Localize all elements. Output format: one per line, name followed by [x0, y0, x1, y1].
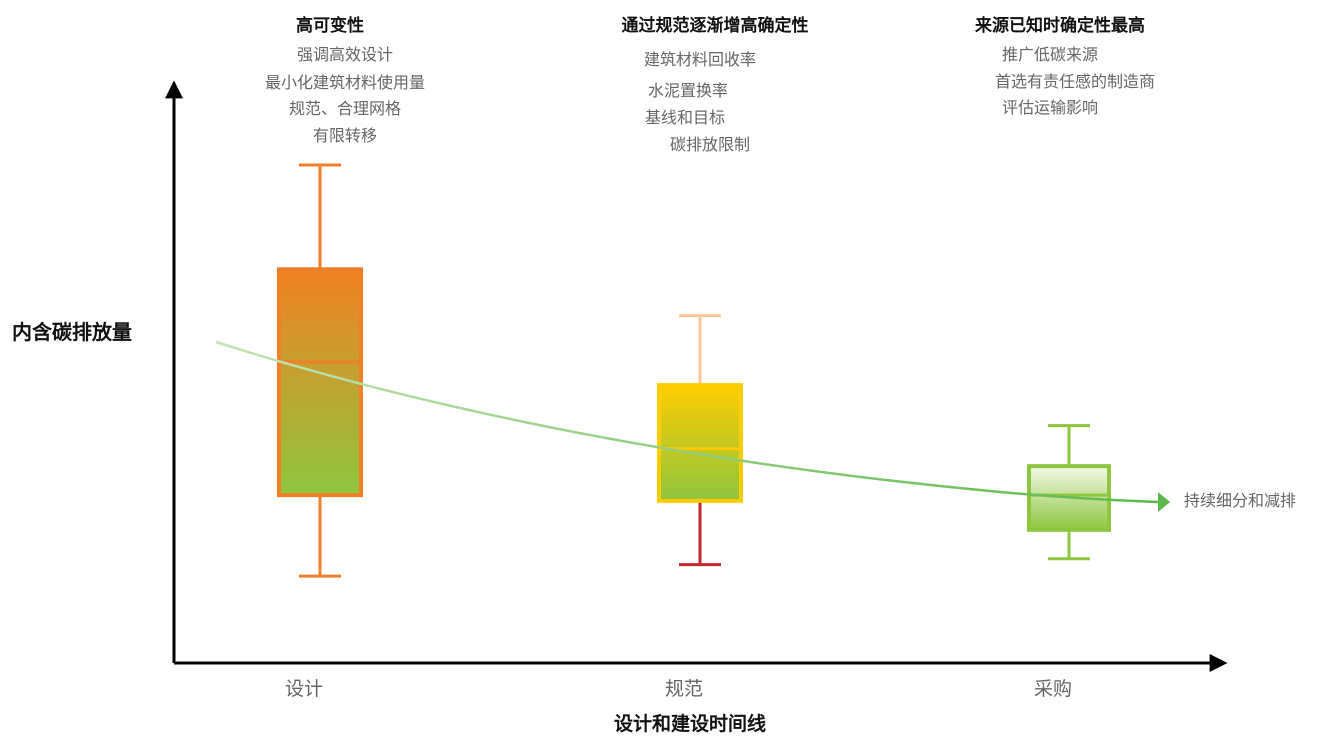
x-axis-label: 设计和建设时间线 [614, 712, 766, 735]
x-tick-label: 规范 [665, 678, 703, 700]
x-tick-label: 设计 [285, 678, 323, 700]
trend-arrow-head [1158, 492, 1170, 512]
box-body [277, 267, 363, 498]
box-note: 评估运输影响 [1002, 98, 1098, 117]
box-note: 碳排放限制 [670, 135, 750, 154]
boxes-layer [277, 163, 1111, 578]
box-note: 强调高效设计 [297, 45, 393, 64]
box-note: 建筑材料回收率 [644, 50, 756, 69]
box-heading: 来源已知时确定性最高 [974, 15, 1145, 36]
box-note: 水泥置换率 [648, 81, 728, 100]
trend-line [215, 340, 1161, 504]
box-note: 推广低碳来源 [1002, 45, 1098, 64]
box-heading: 高可变性 [296, 15, 364, 36]
y-axis-label: 内含碳排放量 [12, 320, 132, 344]
box-note: 首选有责任感的制造商 [995, 72, 1155, 91]
trend-label: 持续细分和减排 [1184, 491, 1296, 510]
x-tick-label: 采购 [1034, 678, 1072, 700]
box-note: 基线和目标 [645, 108, 725, 127]
box-note: 规范、合理网格 [289, 99, 401, 118]
box-heading: 通过规范逐渐增高确定性 [622, 15, 809, 36]
box-body [657, 383, 743, 503]
box-note: 有限转移 [313, 126, 377, 145]
box-note: 最小化建筑材料使用量 [265, 73, 425, 92]
